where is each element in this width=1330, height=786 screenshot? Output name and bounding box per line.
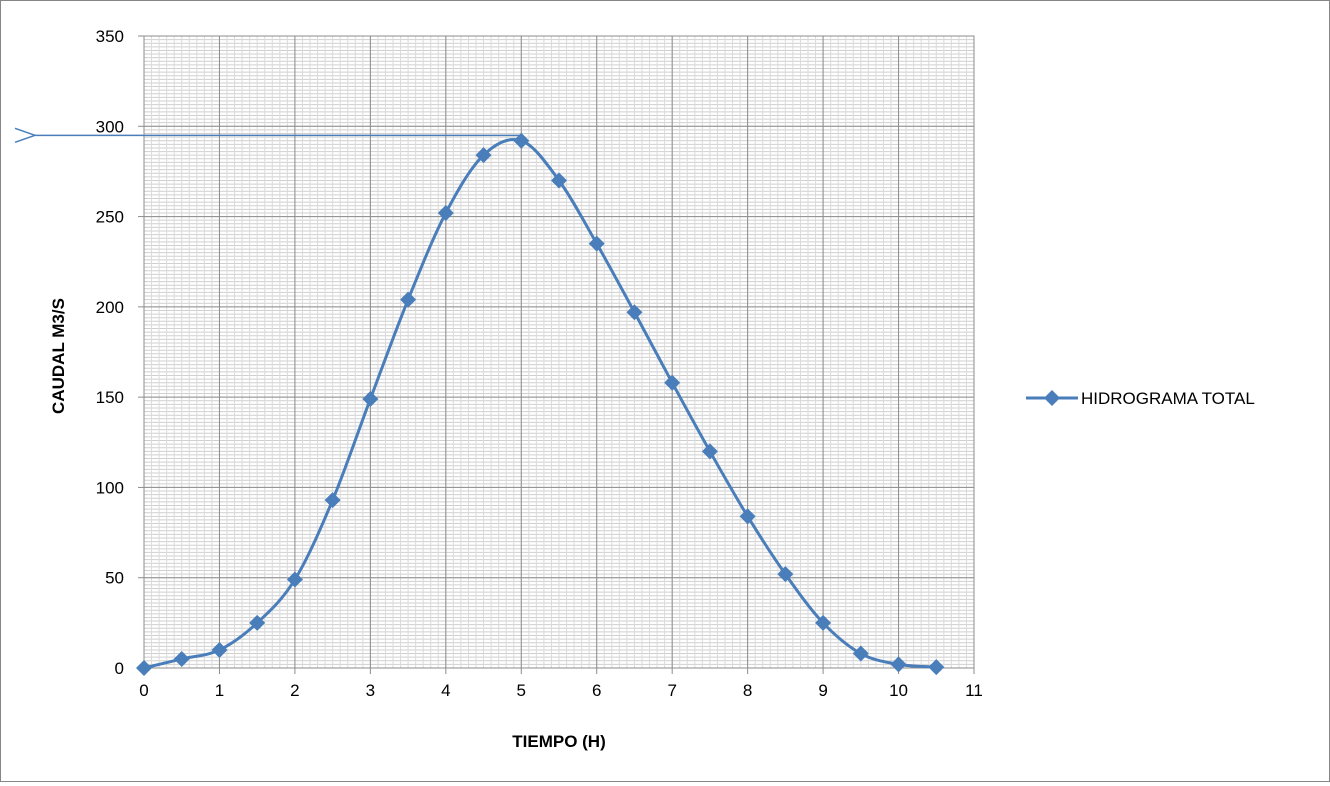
x-tick-label: 3 <box>366 681 375 700</box>
y-tick-label: 200 <box>96 298 124 317</box>
y-tick-label: 250 <box>96 208 124 227</box>
plot-border <box>143 35 975 669</box>
y-axis-label: CAUDAL M3/S <box>49 298 68 414</box>
x-tick-label: 10 <box>889 681 908 700</box>
data-point <box>890 656 907 673</box>
x-tick-label: 8 <box>743 681 752 700</box>
data-point <box>362 390 379 407</box>
data-point <box>664 374 681 391</box>
x-axis-label: TIEMPO (H) <box>512 732 606 751</box>
data-point <box>588 235 605 252</box>
data-point <box>286 571 303 588</box>
data-point <box>211 641 228 658</box>
y-axis-ticks: 0 50 100 150 200 250 300 350 <box>96 27 144 678</box>
legend-marker-diamond <box>1044 390 1060 406</box>
y-tick-label: 150 <box>96 388 124 407</box>
x-axis-ticks: 0 1 2 3 4 5 6 7 8 9 10 11 <box>139 668 983 700</box>
data-point <box>777 566 794 583</box>
x-tick-label: 5 <box>517 681 526 700</box>
x-tick-label: 1 <box>215 681 224 700</box>
major-gridlines <box>143 35 975 669</box>
data-point <box>136 660 152 676</box>
data-point <box>324 492 341 509</box>
data-point <box>815 614 832 631</box>
data-point <box>928 659 945 676</box>
data-point <box>626 304 643 321</box>
x-tick-label: 6 <box>592 681 601 700</box>
y-tick-label: 300 <box>96 117 124 136</box>
y-tick-label: 350 <box>96 27 124 46</box>
y-tick-label: 100 <box>96 478 124 497</box>
data-point <box>852 645 869 662</box>
x-tick-label: 4 <box>441 681 450 700</box>
y-tick-label: 0 <box>115 659 124 678</box>
series-line-hidrograma-total <box>143 138 937 670</box>
x-tick-label: 11 <box>965 681 983 700</box>
data-point <box>249 614 266 631</box>
series-points <box>136 132 945 676</box>
data-point <box>551 172 567 189</box>
x-tick-label: 9 <box>818 681 827 700</box>
data-point <box>437 204 454 221</box>
y-tick-label: 50 <box>105 569 124 588</box>
data-point <box>739 508 756 525</box>
data-point <box>701 443 718 460</box>
data-point <box>400 291 417 308</box>
x-tick-label: 0 <box>139 681 148 700</box>
data-point <box>513 132 530 149</box>
data-point <box>475 147 492 164</box>
legend-label: HIDROGRAMA TOTAL <box>1081 389 1255 408</box>
x-tick-label: 2 <box>290 681 299 700</box>
x-tick-label: 7 <box>667 681 676 700</box>
legend: HIDROGRAMA TOTAL <box>1026 389 1255 408</box>
data-point <box>173 650 190 667</box>
